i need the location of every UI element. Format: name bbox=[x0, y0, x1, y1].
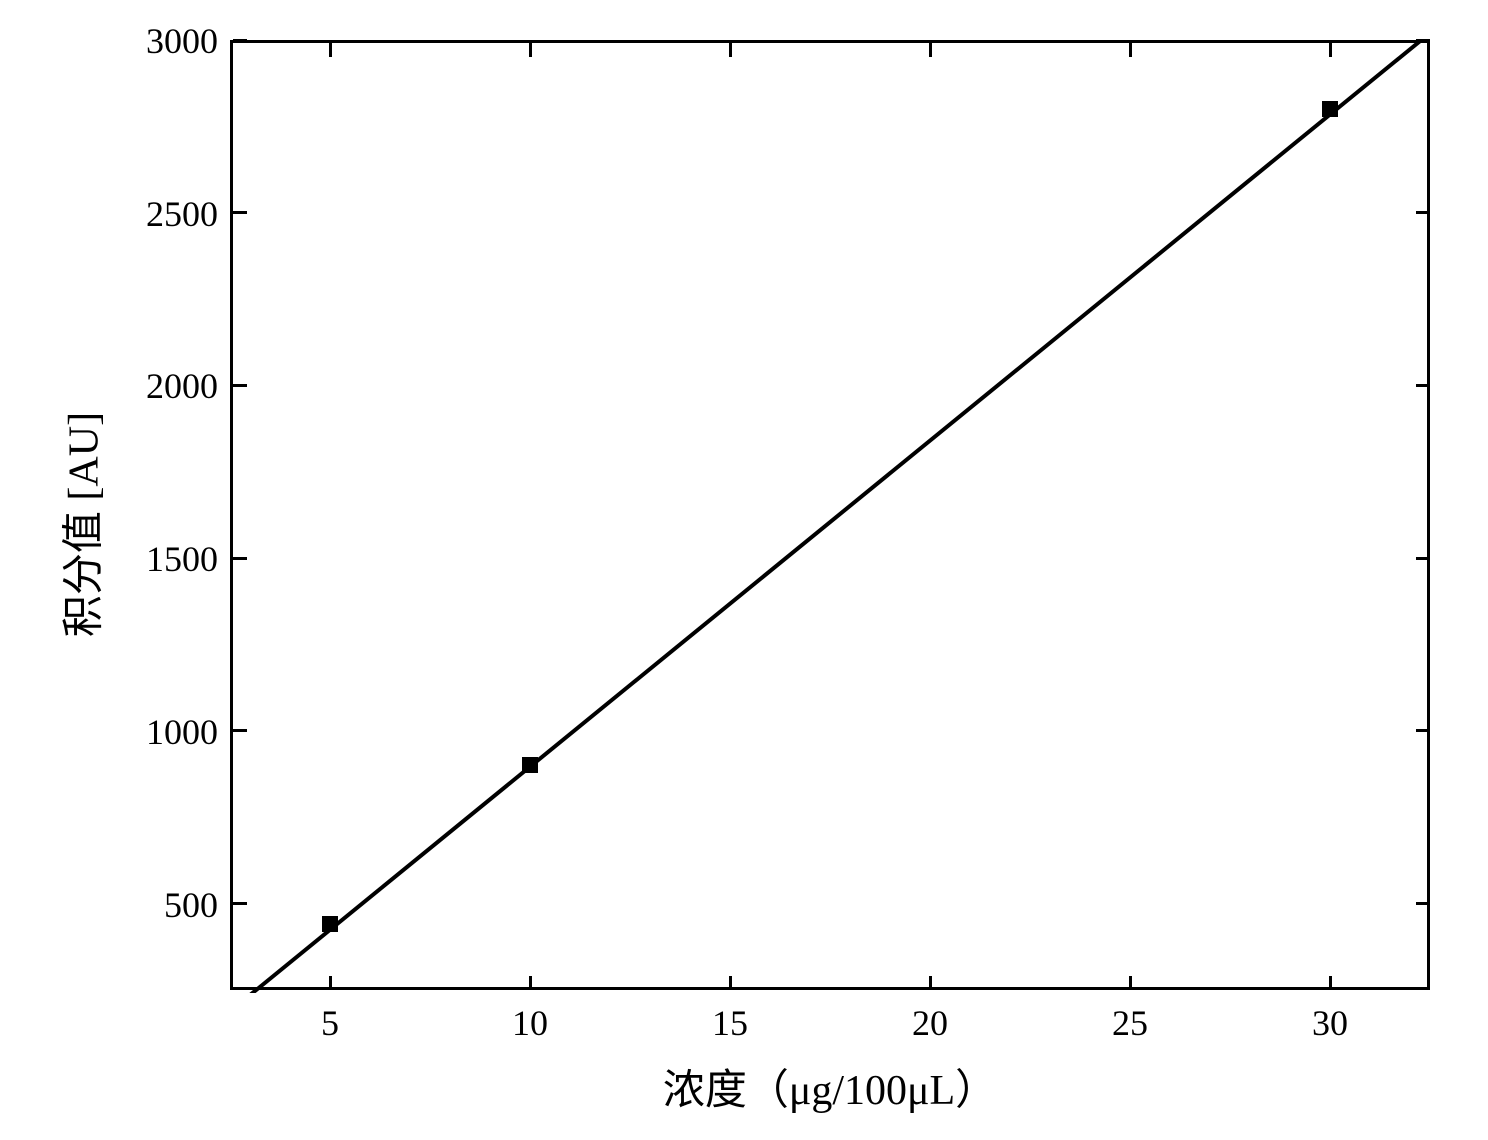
y-tick-label: 2500 bbox=[146, 193, 218, 235]
y-tick-left bbox=[233, 384, 247, 387]
y-tick-left bbox=[233, 557, 247, 560]
data-marker bbox=[322, 916, 338, 932]
plot-area bbox=[230, 40, 1430, 990]
x-tick-label: 25 bbox=[1080, 1002, 1180, 1044]
x-tick-bottom bbox=[329, 976, 332, 990]
plot-svg bbox=[233, 43, 1433, 993]
chart-container: 积分值 [AU] 浓度（μg/100μL） 500 1000 1500 2000 250… bbox=[0, 0, 1488, 1140]
x-tick-top bbox=[329, 43, 332, 57]
x-axis-label: 浓度（μg/100μL） bbox=[580, 1056, 1080, 1117]
x-tick-top bbox=[1329, 43, 1332, 57]
x-tick-label: 15 bbox=[680, 1002, 780, 1044]
x-tick-bottom bbox=[529, 976, 532, 990]
x-tick-label: 20 bbox=[880, 1002, 980, 1044]
y-tick-right bbox=[1416, 902, 1430, 905]
y-tick-left bbox=[233, 39, 247, 42]
y-tick-right bbox=[1416, 557, 1430, 560]
x-tick-bottom bbox=[1329, 976, 1332, 990]
regression-line bbox=[233, 31, 1433, 1009]
x-tick-top bbox=[929, 43, 932, 57]
x-tick-bottom bbox=[1129, 976, 1132, 990]
y-tick-left bbox=[233, 211, 247, 214]
y-tick-right bbox=[1416, 729, 1430, 732]
data-marker bbox=[522, 757, 538, 773]
y-tick-left bbox=[233, 902, 247, 905]
data-marker bbox=[1322, 101, 1338, 117]
x-tick-top bbox=[529, 43, 532, 57]
x-tick-top bbox=[729, 43, 732, 57]
y-tick-label: 500 bbox=[164, 884, 218, 926]
x-tick-label: 5 bbox=[280, 1002, 380, 1044]
x-tick-bottom bbox=[729, 976, 732, 990]
x-tick-bottom bbox=[929, 976, 932, 990]
y-tick-left bbox=[233, 729, 247, 732]
y-tick-label: 1000 bbox=[146, 711, 218, 753]
y-tick-right bbox=[1416, 39, 1430, 42]
x-tick-top bbox=[1129, 43, 1132, 57]
y-tick-label: 1500 bbox=[146, 538, 218, 580]
y-axis-label: 积分值 [AU] bbox=[50, 395, 111, 655]
y-tick-label: 3000 bbox=[146, 20, 218, 62]
y-tick-right bbox=[1416, 211, 1430, 214]
x-tick-label: 30 bbox=[1280, 1002, 1380, 1044]
x-tick-label: 10 bbox=[480, 1002, 580, 1044]
y-tick-right bbox=[1416, 384, 1430, 387]
y-tick-label: 2000 bbox=[146, 365, 218, 407]
